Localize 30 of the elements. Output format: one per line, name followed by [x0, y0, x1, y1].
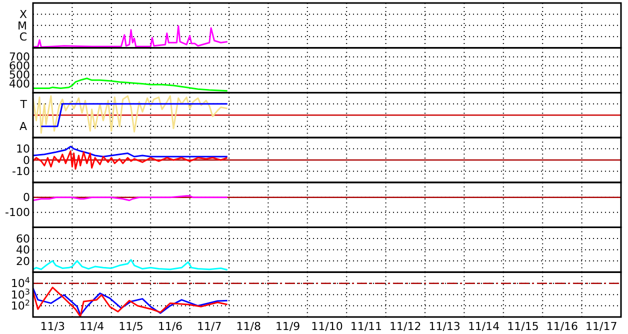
y-tick-label: 60: [16, 232, 30, 246]
x-tick-label: 11/17: [586, 320, 618, 333]
text: A: [19, 120, 28, 134]
x-tick-label: 11/14: [468, 320, 500, 333]
y-tick-label: 0: [23, 154, 30, 167]
y-tick-label: -10: [12, 165, 30, 178]
x-tick-label: 11/6: [158, 320, 183, 333]
x-tick-label: 11/3: [40, 320, 65, 333]
x-tick-label: 11/10: [311, 320, 343, 333]
y-tick-label: -100: [5, 206, 30, 220]
y-tick-label: 10: [16, 142, 30, 156]
x-tick-label: 11/11: [350, 320, 382, 333]
text: T: [19, 98, 28, 111]
x-tick-label: 11/4: [79, 320, 104, 333]
x-tick-label: 11/5: [118, 320, 144, 333]
y-tick-label: 40: [16, 244, 30, 257]
x-tick-label: 11/9: [275, 320, 300, 333]
x-tick-label: 11/13: [428, 320, 460, 333]
x-tick-label: 11/15: [507, 320, 539, 333]
y-tick-label: 400: [9, 78, 30, 91]
x-tick-label: 11/12: [390, 320, 422, 333]
x-tick-label: 11/16: [546, 320, 578, 333]
text: C: [19, 30, 28, 44]
x-tick-label: 11/7: [197, 320, 222, 333]
y-tick-label: 20: [16, 254, 30, 268]
y-tick-label: 0: [23, 191, 30, 204]
x-tick-label: 11/8: [236, 320, 261, 333]
text: X: [19, 8, 28, 22]
y-tick-label: 10$^{2}$: [10, 298, 30, 313]
text: M: [18, 19, 27, 32]
